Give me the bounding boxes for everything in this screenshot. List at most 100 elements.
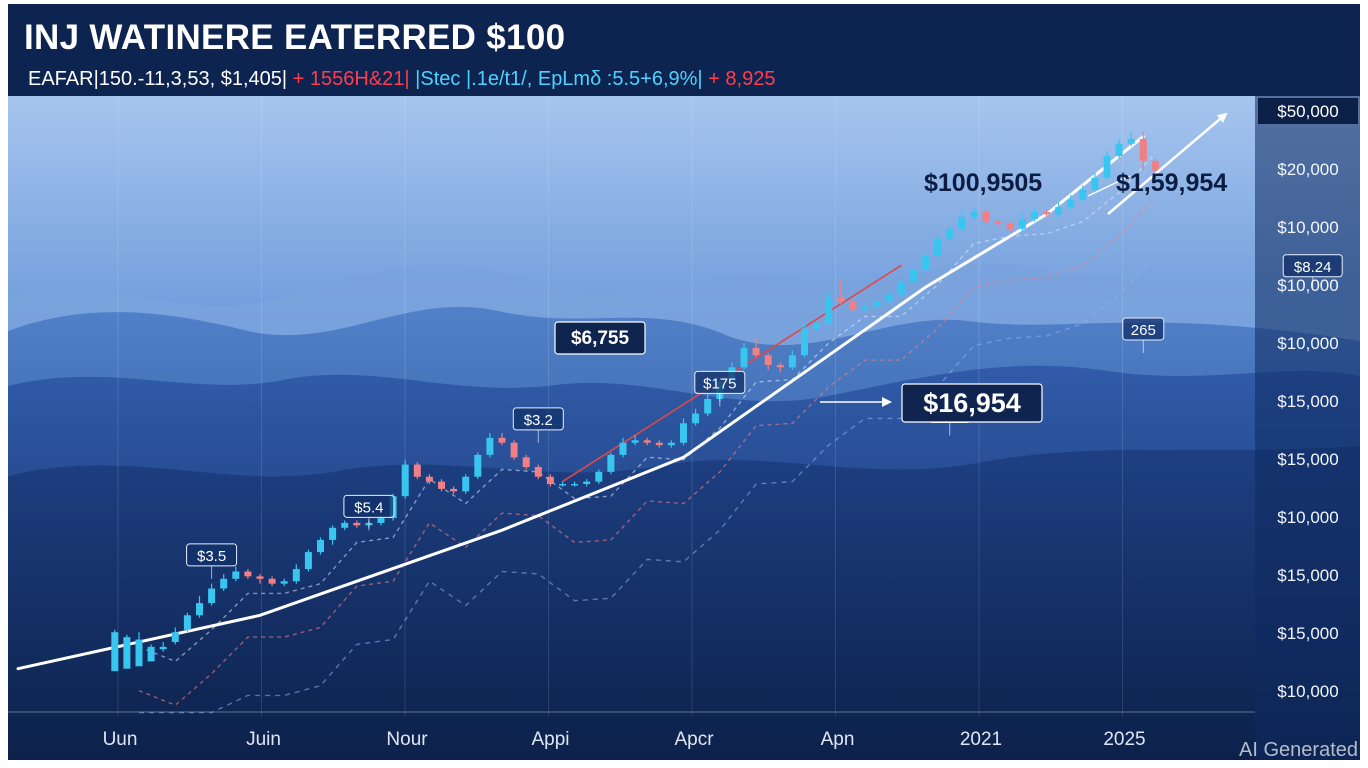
candle-body	[377, 518, 385, 523]
candle	[147, 644, 155, 662]
y-tick: $15,000	[1277, 624, 1338, 643]
ticker-segment-change: + 1556H&21|	[292, 68, 410, 90]
candle-body	[1067, 199, 1075, 208]
candle-body	[1030, 211, 1038, 220]
candle	[801, 323, 808, 358]
callout-label-3: $100,9505	[924, 169, 1042, 197]
candle-body	[776, 364, 784, 368]
candle	[607, 452, 615, 475]
candle	[232, 566, 240, 582]
candle	[401, 459, 409, 499]
candle-body	[692, 413, 700, 424]
ticker-line: EAFAR|150.-11,3,53, $1,405| + 1556H&21| …	[28, 68, 775, 91]
candle-body	[1079, 190, 1087, 200]
candle-body	[510, 442, 518, 458]
callout-label-2: $16,954	[923, 388, 1021, 418]
candle-body	[619, 442, 627, 455]
y-tick-label: $15,000	[1277, 566, 1338, 585]
candle	[462, 474, 470, 494]
candle	[680, 418, 687, 446]
candle	[123, 634, 131, 669]
price-label-text: 265	[1131, 322, 1156, 339]
candle	[825, 292, 833, 327]
price-label-text: $3.2	[524, 412, 553, 429]
candle-body	[1043, 211, 1050, 215]
candle-body	[268, 578, 276, 584]
y-tick: $10,000	[1277, 276, 1338, 295]
candle-body	[667, 442, 675, 446]
candle	[885, 292, 893, 305]
candle-body	[837, 296, 845, 302]
candle-body	[486, 437, 494, 455]
candle-body	[740, 347, 748, 368]
candle-body	[147, 646, 155, 662]
candle-body	[546, 476, 554, 485]
callout-label-1: $6,755	[571, 328, 630, 349]
candle	[1067, 194, 1075, 210]
y-axis-panel	[1255, 96, 1360, 760]
candle-body	[631, 440, 639, 443]
candle	[1079, 185, 1087, 203]
candle	[1030, 207, 1038, 222]
candle	[788, 350, 796, 370]
candle-body	[958, 216, 966, 229]
candle	[849, 299, 857, 312]
candle	[704, 394, 712, 416]
y-tick-label: $10,000	[1277, 508, 1338, 527]
chart-plot: $3.5$5.4$3.2$175$55265$8.24$26 $6,755 $1…	[8, 96, 1360, 760]
candle	[1055, 202, 1063, 217]
price-label-text: $5.4	[354, 499, 383, 516]
callout-box-1: $6,755	[554, 321, 646, 355]
candle	[655, 440, 663, 448]
candle	[692, 408, 700, 426]
candle-body	[788, 355, 796, 368]
ai-generated-watermark: AI Generated	[1239, 739, 1358, 761]
candle-body	[220, 578, 228, 589]
candle-body	[1018, 219, 1026, 229]
trend-line	[16, 135, 1145, 671]
y-tick-label: $10,000	[1277, 334, 1338, 353]
candle	[897, 277, 905, 297]
price-label: $175	[694, 370, 746, 407]
ticker-segment-price: EAFAR|150.-11,3,53, $1,405|	[28, 68, 288, 90]
candle-body	[934, 238, 942, 256]
y-tick: $20,000	[1277, 160, 1338, 179]
y-tick-highlight	[1258, 98, 1358, 124]
candle	[546, 474, 554, 487]
candle-body	[304, 552, 312, 570]
candle-body	[1151, 160, 1159, 171]
candle-body	[462, 476, 470, 492]
candle	[220, 573, 228, 591]
candle-body	[813, 323, 821, 329]
candle-body	[123, 637, 131, 669]
candle	[474, 452, 482, 480]
price-label-text: $3.5	[197, 548, 226, 565]
candle	[268, 576, 276, 587]
candle	[837, 279, 845, 305]
candle	[643, 437, 651, 446]
candle-body	[171, 632, 179, 642]
moving-average-1	[138, 153, 1156, 663]
candle-body	[317, 539, 324, 553]
candle-body	[256, 576, 264, 579]
callout-label-4: $1,59,954	[1116, 169, 1227, 197]
candle	[667, 440, 675, 448]
candle-body	[498, 437, 506, 443]
y-tick: $15,000	[1277, 392, 1338, 411]
candle	[183, 612, 191, 633]
ticker-segment-volume: + 8,925	[708, 68, 776, 90]
candle	[1127, 131, 1135, 147]
candle	[522, 454, 530, 470]
candle	[135, 632, 143, 667]
y-tick-label: $20,000	[1277, 160, 1338, 179]
candle-body	[982, 211, 990, 222]
moving-average-3	[139, 255, 1156, 714]
y-tick: $50,000	[1258, 98, 1358, 124]
candle-body	[1139, 138, 1147, 161]
y-tick-label: $15,000	[1277, 450, 1338, 469]
y-tick: $10,000	[1277, 508, 1338, 527]
candle	[353, 520, 361, 528]
candle	[317, 537, 324, 555]
price-label-box	[343, 494, 395, 518]
y-tick-label: $10,000	[1277, 682, 1338, 701]
